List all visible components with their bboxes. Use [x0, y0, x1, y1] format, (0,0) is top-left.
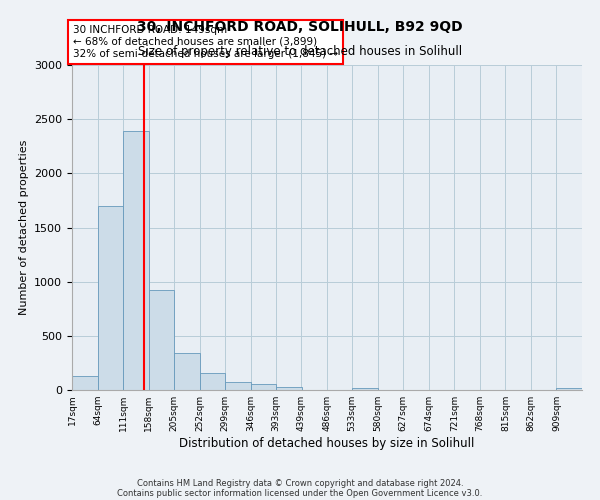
- Bar: [123, 131, 149, 390]
- Text: Contains public sector information licensed under the Open Government Licence v3: Contains public sector information licen…: [118, 488, 482, 498]
- Bar: [276, 387, 302, 390]
- Bar: [200, 373, 225, 390]
- Bar: [556, 388, 582, 390]
- Bar: [251, 384, 276, 390]
- Bar: [98, 206, 123, 390]
- X-axis label: Distribution of detached houses by size in Solihull: Distribution of detached houses by size …: [179, 437, 475, 450]
- Y-axis label: Number of detached properties: Number of detached properties: [19, 140, 29, 315]
- Bar: [352, 388, 378, 390]
- Bar: [72, 376, 98, 390]
- Text: 30, INCHFORD ROAD, SOLIHULL, B92 9QD: 30, INCHFORD ROAD, SOLIHULL, B92 9QD: [137, 20, 463, 34]
- Bar: [174, 353, 200, 390]
- Bar: [149, 290, 174, 390]
- Bar: [225, 382, 251, 390]
- Text: 30 INCHFORD ROAD: 149sqm
← 68% of detached houses are smaller (3,899)
32% of sem: 30 INCHFORD ROAD: 149sqm ← 68% of detach…: [73, 26, 338, 58]
- Text: Contains HM Land Registry data © Crown copyright and database right 2024.: Contains HM Land Registry data © Crown c…: [137, 478, 463, 488]
- Text: Size of property relative to detached houses in Solihull: Size of property relative to detached ho…: [138, 45, 462, 58]
